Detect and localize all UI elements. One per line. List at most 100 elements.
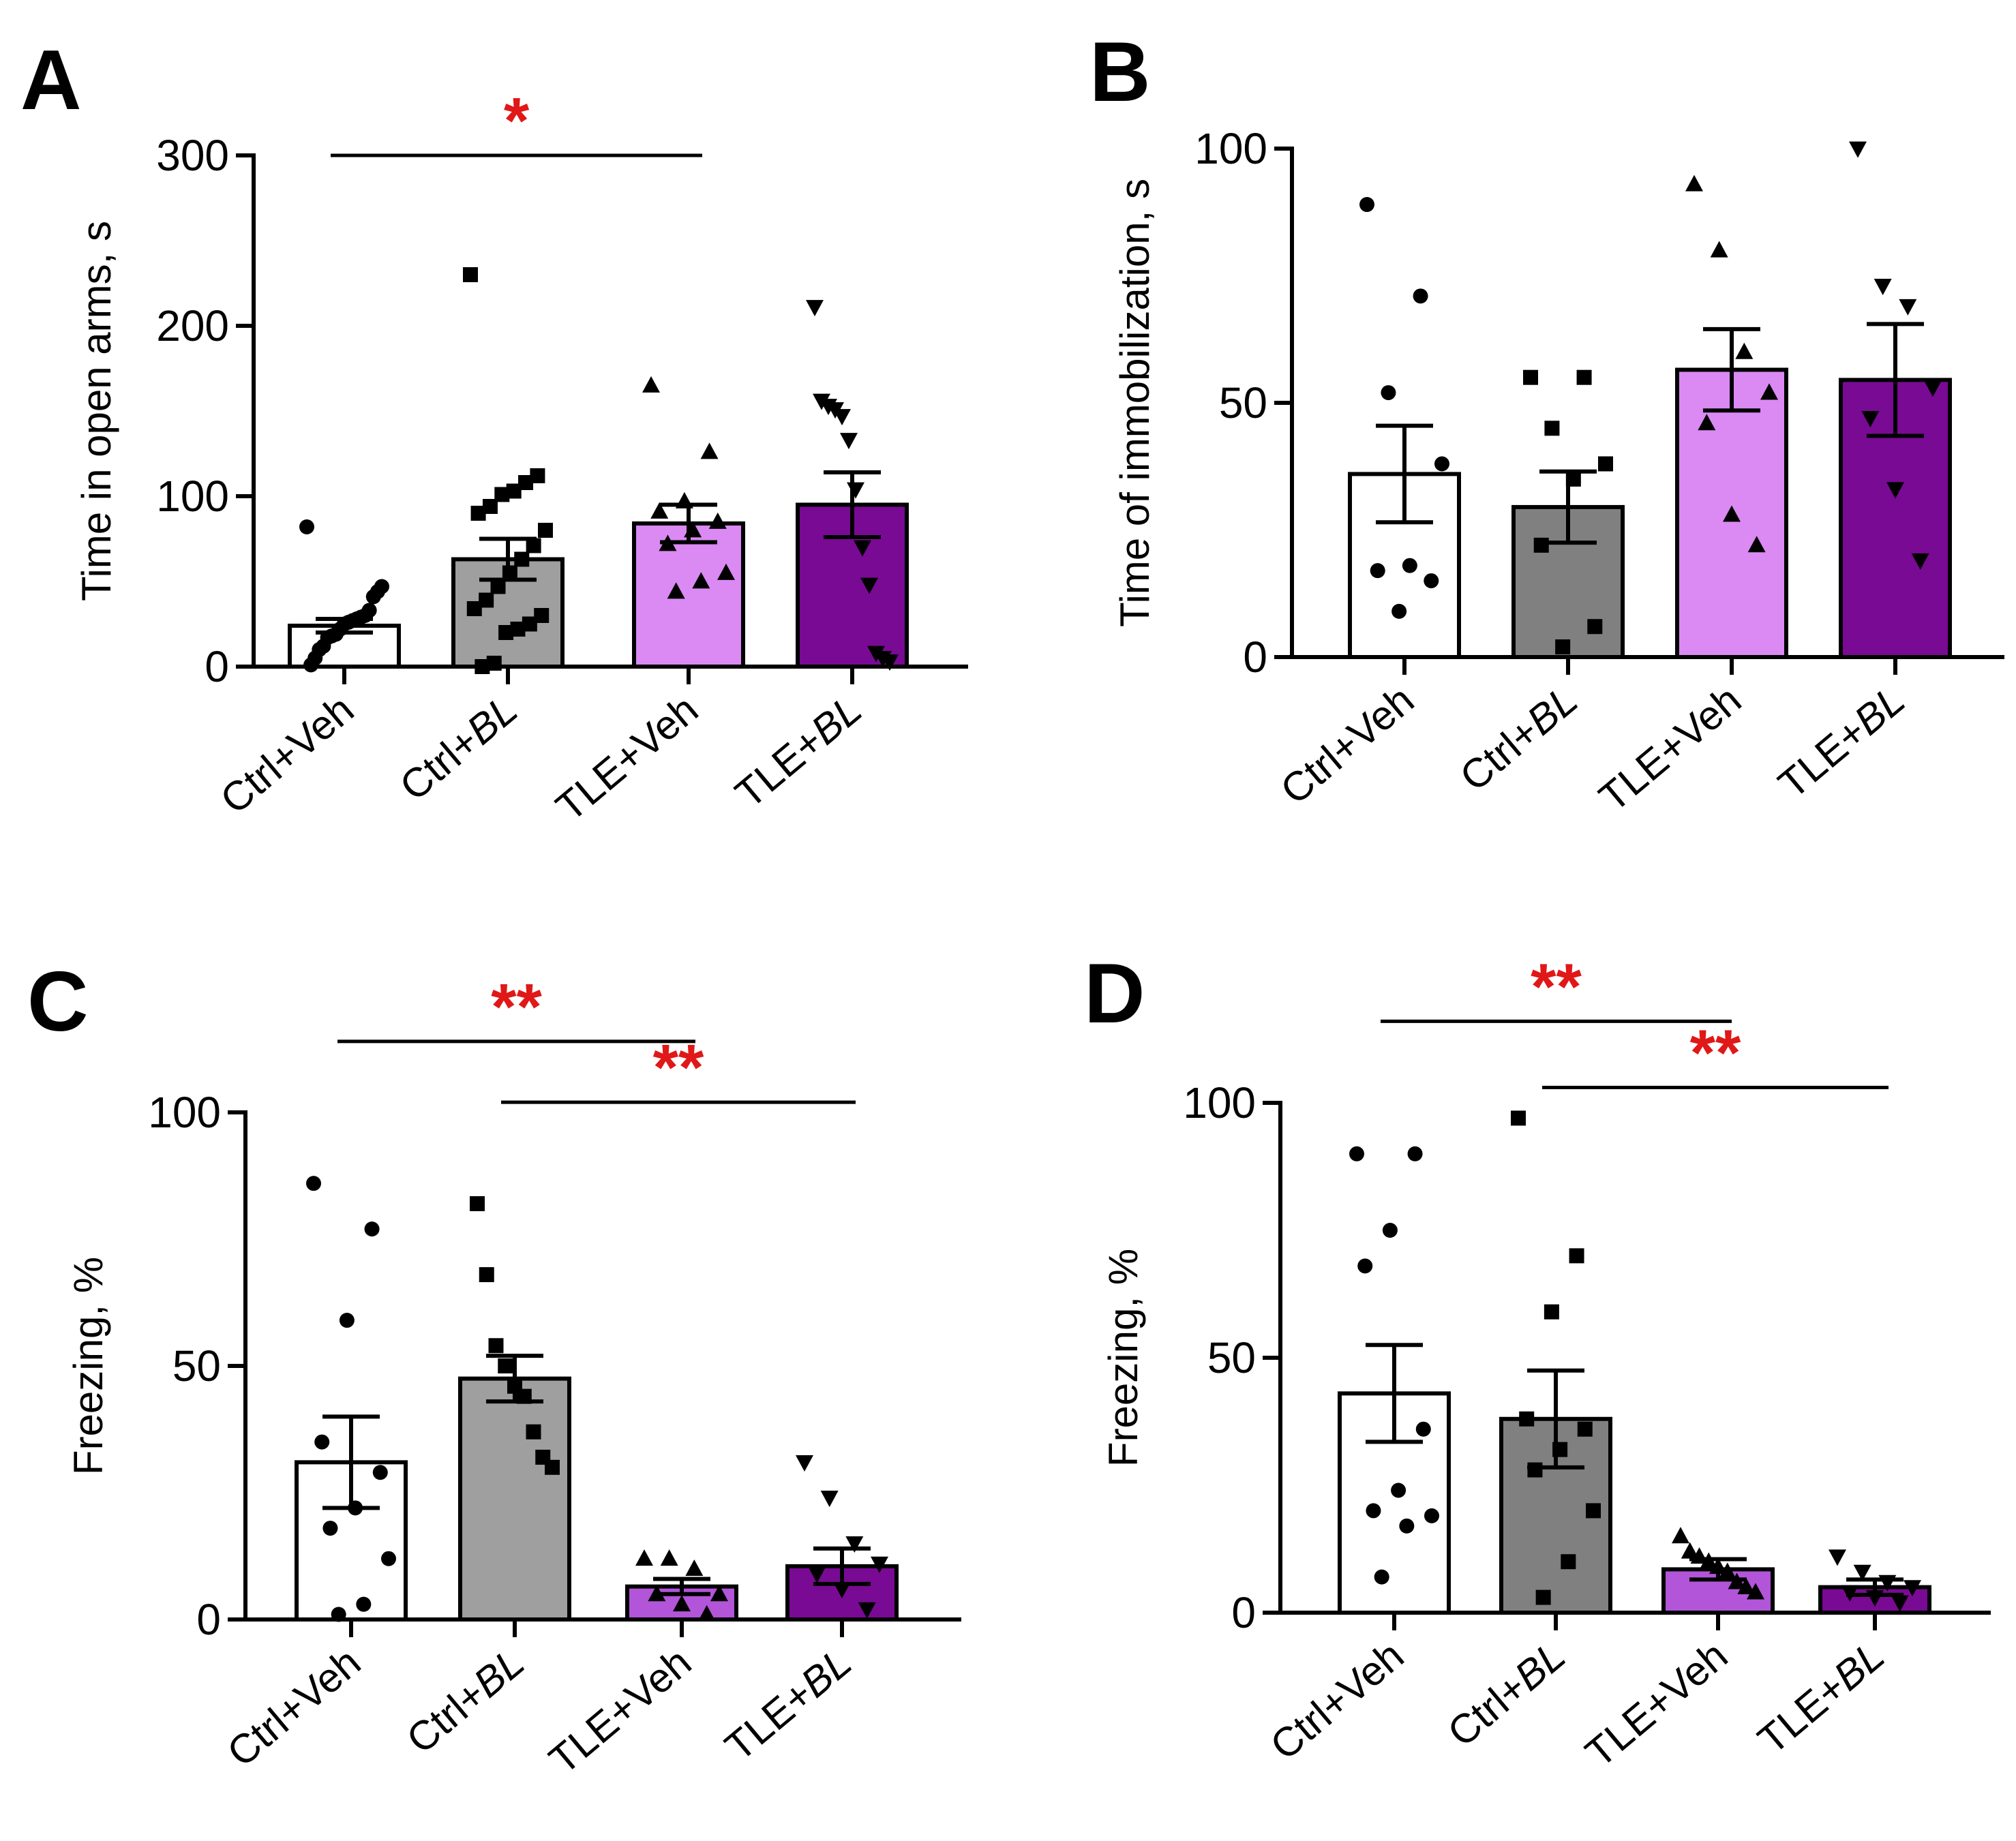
data-point [1886, 482, 1904, 499]
data-point [470, 1196, 485, 1211]
data-point [700, 442, 719, 459]
data-point [479, 1267, 494, 1283]
data-point [1891, 1595, 1909, 1612]
data-point [667, 582, 685, 599]
x-tick-label: Ctrl+Veh [1272, 677, 1423, 813]
data-point [1359, 197, 1374, 213]
data-point [1849, 141, 1867, 158]
data-point [717, 563, 735, 580]
x-tick-label: Ctrl+BL [391, 686, 526, 810]
data-point [488, 1338, 504, 1354]
y-tick-label: 0 [1243, 633, 1267, 682]
data-point [1874, 279, 1892, 296]
significance-label: ** [491, 971, 542, 1044]
data-point [806, 300, 824, 317]
y-tick-label: 100 [156, 472, 229, 521]
data-point [514, 551, 530, 567]
data-point [675, 491, 693, 508]
data-point [808, 1566, 826, 1583]
data-point [847, 482, 864, 499]
y-axis-label: Freezing, % [65, 1257, 111, 1475]
data-point [1523, 369, 1538, 385]
y-axis-label: Freezing, % [1100, 1249, 1146, 1467]
data-point [545, 1459, 560, 1475]
data-point [463, 267, 478, 282]
x-tick-label: TLE+BL [717, 1639, 860, 1770]
y-tick-label: 50 [1207, 1333, 1256, 1382]
data-point [299, 519, 314, 534]
data-point [1587, 619, 1603, 635]
data-point [1672, 1527, 1689, 1544]
data-point [697, 1604, 716, 1622]
data-point [648, 1585, 666, 1602]
data-point [635, 1549, 653, 1566]
data-point [692, 572, 710, 589]
data-point [1527, 1462, 1543, 1478]
data-point [1535, 1589, 1551, 1605]
data-point [1866, 1590, 1884, 1607]
data-point [466, 601, 482, 616]
data-point [522, 616, 537, 632]
panel-letter: D [1084, 947, 1145, 1041]
data-point [858, 1602, 876, 1619]
data-point [306, 1176, 321, 1191]
data-point [854, 540, 871, 557]
data-point [1728, 1572, 1746, 1589]
data-point [1381, 385, 1396, 401]
x-tick-label: TLE+Veh [1577, 1632, 1736, 1776]
data-point [1586, 1503, 1601, 1519]
data-point [1544, 1304, 1559, 1320]
data-point [1700, 1552, 1718, 1569]
data-point [1841, 1585, 1859, 1602]
data-point [1415, 1421, 1431, 1437]
data-point [659, 534, 677, 551]
data-point [1349, 1146, 1364, 1161]
x-tick-label: TLE+BL [1770, 677, 1913, 808]
data-point [1577, 1421, 1593, 1437]
data-point [642, 376, 660, 393]
data-point [1407, 1146, 1423, 1161]
data-point [1544, 421, 1560, 436]
data-point [490, 579, 506, 594]
data-point [1911, 553, 1929, 570]
data-point [1710, 241, 1728, 258]
data-point [516, 1388, 532, 1404]
y-tick-label: 50 [1219, 378, 1267, 427]
data-point [494, 487, 510, 502]
significance-label: ** [1531, 950, 1582, 1023]
data-point [1382, 1223, 1398, 1238]
data-point [365, 589, 381, 605]
data-point [1698, 414, 1716, 431]
data-point [1878, 1574, 1897, 1592]
x-tick-label: Ctrl+Veh [1262, 1632, 1413, 1769]
data-point [1747, 536, 1766, 553]
y-tick-label: 100 [1183, 1078, 1256, 1127]
data-point [526, 538, 541, 553]
x-tick-label: TLE+Veh [1591, 677, 1749, 821]
data-point [708, 512, 727, 529]
x-tick-label: Ctrl+Veh [219, 1639, 370, 1776]
data-point [685, 1559, 704, 1576]
data-point [1598, 456, 1613, 472]
x-tick-label: Ctrl+BL [398, 1639, 533, 1763]
data-point [1424, 573, 1439, 589]
x-tick-label: TLE+BL [1749, 1632, 1893, 1763]
data-point [1829, 1549, 1846, 1566]
data-point [538, 523, 553, 538]
data-point [1735, 342, 1754, 359]
y-tick-label: 100 [148, 1088, 221, 1137]
x-tick-label: TLE+BL [727, 686, 870, 817]
data-point [1853, 1564, 1871, 1581]
data-point [684, 521, 702, 538]
data-point [1399, 1518, 1415, 1534]
data-point [1434, 456, 1449, 472]
data-point [314, 1434, 330, 1450]
y-axis-label: Time of immobilization, s [1112, 179, 1158, 627]
data-point [845, 1536, 864, 1553]
data-point [1552, 1442, 1568, 1457]
data-point [673, 1595, 691, 1612]
data-point [833, 409, 851, 426]
